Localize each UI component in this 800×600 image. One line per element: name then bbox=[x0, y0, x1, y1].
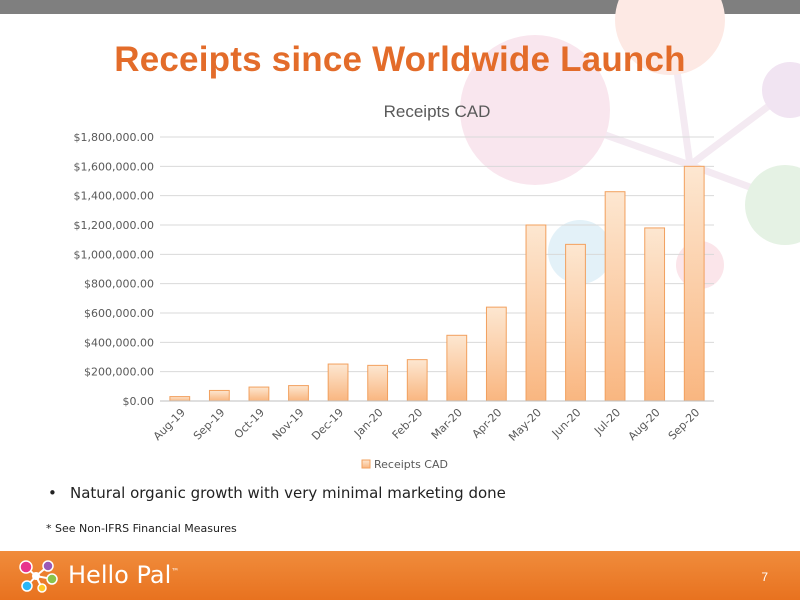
bar bbox=[604, 191, 626, 402]
x-tick-label: Jan-20 bbox=[351, 406, 386, 441]
bar bbox=[446, 334, 468, 402]
receipts-bar-chart: Receipts CAD $0.00 $200,000.00 $400,000.00 $… bbox=[74, 102, 714, 471]
chart-title: Receipts CAD bbox=[384, 102, 491, 121]
bar bbox=[208, 389, 230, 402]
legend-label: Receipts CAD bbox=[374, 458, 448, 471]
hello-pal-logo: Hello Pal™ bbox=[18, 559, 198, 593]
y-tick-label: $800,000.00 bbox=[84, 278, 154, 291]
x-tick-label: Aug-19 bbox=[151, 406, 188, 443]
bullet-text: Natural organic growth with very minimal… bbox=[70, 484, 506, 502]
slide-title: Receipts since Worldwide Launch bbox=[114, 40, 686, 79]
bar bbox=[644, 227, 666, 402]
x-tick-label: Aug-20 bbox=[626, 406, 663, 443]
bar bbox=[169, 396, 191, 402]
bar bbox=[565, 243, 586, 402]
bar bbox=[406, 359, 428, 402]
x-tick-label: May-20 bbox=[506, 406, 544, 444]
x-tick-label: Nov-19 bbox=[270, 406, 307, 443]
x-tick-label: Sep-19 bbox=[191, 406, 228, 443]
bar bbox=[248, 386, 270, 402]
y-tick-label: $0.00 bbox=[123, 395, 155, 408]
x-tick-label: Jun-20 bbox=[549, 406, 584, 441]
footnote: * See Non-IFRS Financial Measures bbox=[46, 522, 237, 535]
y-tick-label: $1,000,000.00 bbox=[74, 248, 154, 261]
bar bbox=[367, 364, 389, 402]
y-tick-label: $1,400,000.00 bbox=[74, 190, 154, 203]
bar bbox=[683, 165, 705, 402]
logo-text: Hello Pal™ bbox=[68, 561, 180, 589]
y-tick-label: $400,000.00 bbox=[84, 336, 154, 349]
bar bbox=[327, 363, 349, 402]
bar bbox=[485, 306, 507, 402]
top-bar bbox=[0, 0, 800, 14]
y-tick-label: $600,000.00 bbox=[84, 307, 154, 320]
page-number: 7 bbox=[761, 570, 768, 584]
bullet-dot: • bbox=[48, 484, 57, 502]
bar bbox=[525, 224, 547, 402]
x-tick-label: Sep-20 bbox=[666, 406, 703, 443]
footer-bar: Hello Pal™ 7 bbox=[0, 551, 800, 600]
y-tick-label: $1,800,000.00 bbox=[74, 131, 154, 144]
x-tick-label: Dec-19 bbox=[309, 406, 346, 443]
x-tick-label: Feb-20 bbox=[390, 406, 426, 442]
bullet-point: • Natural organic growth with very minima… bbox=[48, 484, 506, 502]
y-tick-label: $1,200,000.00 bbox=[74, 219, 154, 232]
y-tick-label: $1,600,000.00 bbox=[74, 160, 154, 173]
x-tick-label: Jul-20 bbox=[591, 406, 623, 438]
bar bbox=[288, 385, 309, 402]
x-tick-label: Oct-19 bbox=[232, 406, 267, 441]
x-tick-label: Mar-20 bbox=[429, 406, 465, 442]
legend-swatch bbox=[361, 459, 371, 469]
logo-mark-icon bbox=[19, 560, 58, 593]
y-tick-label: $200,000.00 bbox=[84, 366, 154, 379]
x-tick-label: Apr-20 bbox=[470, 406, 505, 441]
